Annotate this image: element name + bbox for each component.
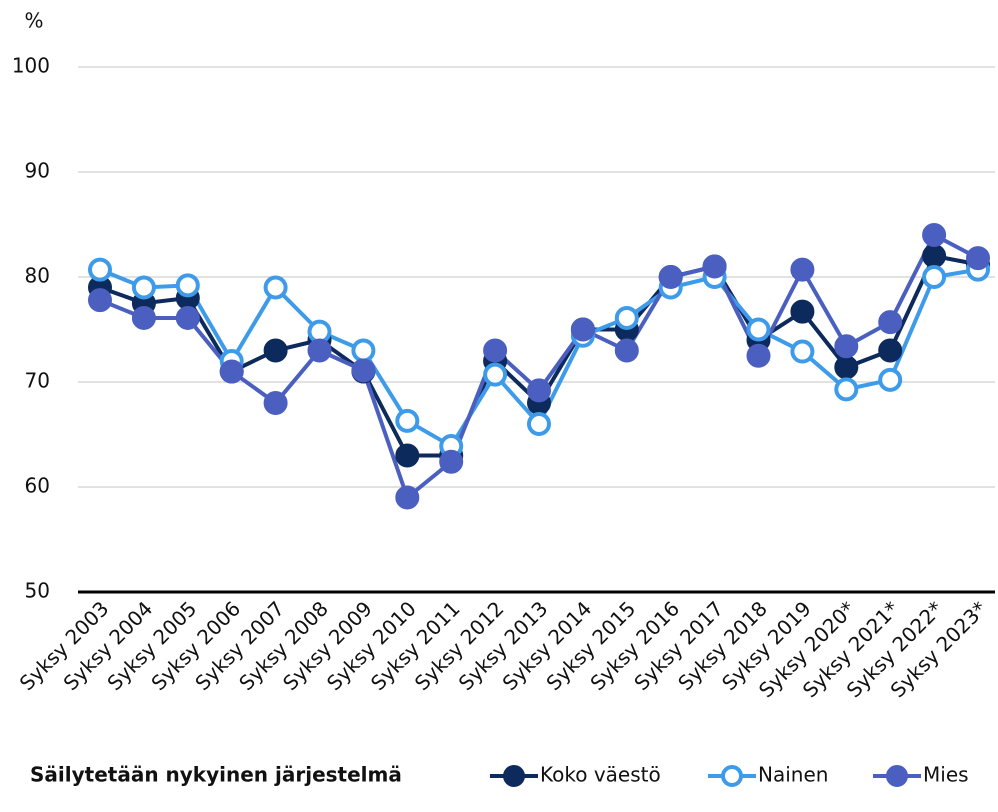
marker [922,223,947,247]
marker [746,343,771,368]
marker [307,338,332,363]
y-tick-label: 70 [25,369,50,393]
legend-label: Koko väestö [540,763,661,787]
marker [614,305,639,330]
marker [790,257,815,282]
marker [790,339,815,364]
marker [746,317,771,342]
y-tick-label: 80 [25,264,50,288]
marker [922,265,947,289]
marker [922,244,947,268]
legend-title: Säilytetään nykyinen järjestelmä [30,763,402,787]
legend-label: Nainen [758,763,828,787]
marker [878,310,903,335]
y-tick-label: 90 [25,159,50,183]
marker [527,378,551,403]
legend-marker [503,765,525,787]
marker [263,391,288,415]
marker [834,334,859,359]
marker [834,355,859,380]
marker [263,338,288,363]
marker [88,288,112,313]
marker [527,412,551,436]
marker [351,358,376,383]
legend-label: Mies [923,763,969,787]
marker [351,338,376,363]
legend-marker [721,765,743,787]
marker [878,367,903,392]
marker [439,449,464,474]
legend-marker [886,765,908,787]
y-tick-label: 60 [25,474,50,498]
marker [702,254,727,279]
y-tick-label: 50 [25,579,50,603]
marker [658,265,683,289]
marker [131,275,156,300]
marker [483,338,508,363]
marker [175,305,200,330]
y-axis-label: % [24,9,43,33]
marker [834,377,859,402]
marker [614,338,639,363]
marker [790,299,815,324]
marker [219,359,244,384]
marker [131,305,156,330]
marker [878,338,903,363]
marker [175,273,200,298]
marker [395,485,420,510]
marker [395,408,420,433]
marker [570,317,595,342]
marker [88,257,112,282]
y-tick-label: 100 [12,54,50,78]
marker [395,443,420,468]
marker [483,362,508,387]
marker [966,246,990,271]
marker [263,275,288,300]
